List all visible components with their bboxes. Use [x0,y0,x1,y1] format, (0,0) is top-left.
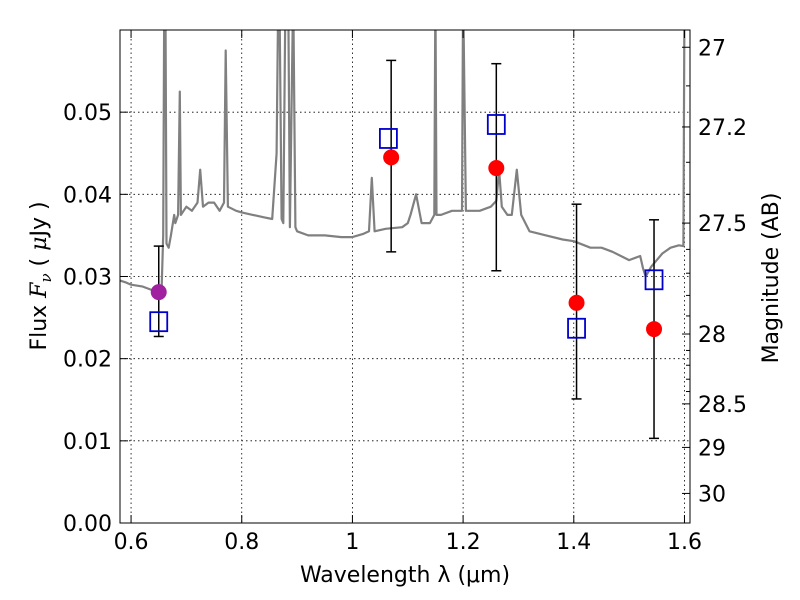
x-tick-label: 0.8 [224,530,259,555]
right-tick-label: 27.5 [698,212,747,237]
right-tick-label: 29 [698,436,726,461]
y-tick-label: 0.04 [63,183,112,208]
errorbar-layer [153,59,660,440]
y-label-subscript: ν [37,273,55,282]
x-tick-label: 1 [345,530,359,555]
grid-layer [120,30,690,523]
model-band-point [149,311,169,333]
x-tick-label: 0.6 [114,530,149,555]
observed-point [646,321,663,338]
y-label-suffix: Jy ) [27,201,52,238]
right-axis-label: Magnitude (AB) [759,193,784,364]
y-tick-label: 0.02 [63,348,112,373]
y-label-symbol: F [27,282,52,299]
y-label-prefix: Flux [27,298,52,351]
model-sed-line [120,30,686,294]
model-point-layer [149,114,664,339]
observed-point-layer [150,149,663,338]
y-tick-label: 0.05 [63,101,112,126]
model-sed-layer [120,30,686,294]
x-tick-label: 1.4 [556,530,591,555]
y-label-mu: μ [27,237,52,251]
right-tick-label: 27.2 [698,116,747,141]
y-axis-label: Flux Fν ( μJy ) [27,201,55,350]
model-band-point [378,128,398,149]
right-tick-label: 28 [698,323,726,348]
y-tick-label: 0.03 [63,266,112,291]
observed-point [150,284,167,301]
x-axis-label: Wavelength λ (μm) [300,563,510,588]
right-tick-label: 30 [698,482,726,507]
y-label-mid: ( [27,251,52,274]
tick-layer: 0.6 0.8 1 1.2 1.4 1.6 0.00 0.01 0.02 0.03 0.04 0.05… [63,30,747,555]
observed-point [383,149,400,166]
observed-point [568,294,585,311]
right-tick-label: 28.5 [698,393,747,418]
y-tick-label: 0.01 [63,430,112,455]
right-tick-label: 27 [698,36,726,61]
y-tick-label: 0.00 [63,512,112,537]
x-tick-label: 1.6 [667,530,702,555]
model-band-point [486,114,506,135]
x-tick-label: 1.2 [446,530,481,555]
model-band-point [644,269,664,291]
observed-point [488,160,505,177]
model-band-point [567,317,586,339]
